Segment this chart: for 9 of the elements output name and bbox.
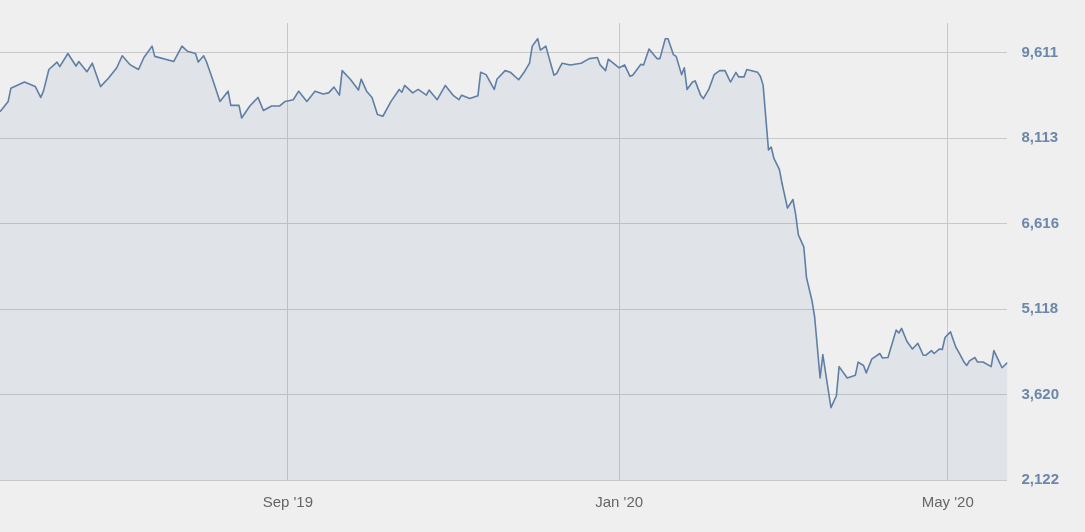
y-tick-label: 8,113 — [1021, 128, 1059, 146]
x-tick-label: May '20 — [921, 493, 974, 511]
y-tick-label: 2,122 — [1021, 470, 1060, 488]
y-tick-label: 5,118 — [1021, 299, 1059, 317]
x-tick-label: Jan '20 — [595, 493, 644, 511]
y-tick-label: 6,616 — [1021, 213, 1060, 231]
x-tick-label: Sep '19 — [262, 493, 314, 511]
y-tick-label: 3,620 — [1021, 384, 1060, 402]
y-tick-label: 9,611 — [1021, 43, 1059, 61]
